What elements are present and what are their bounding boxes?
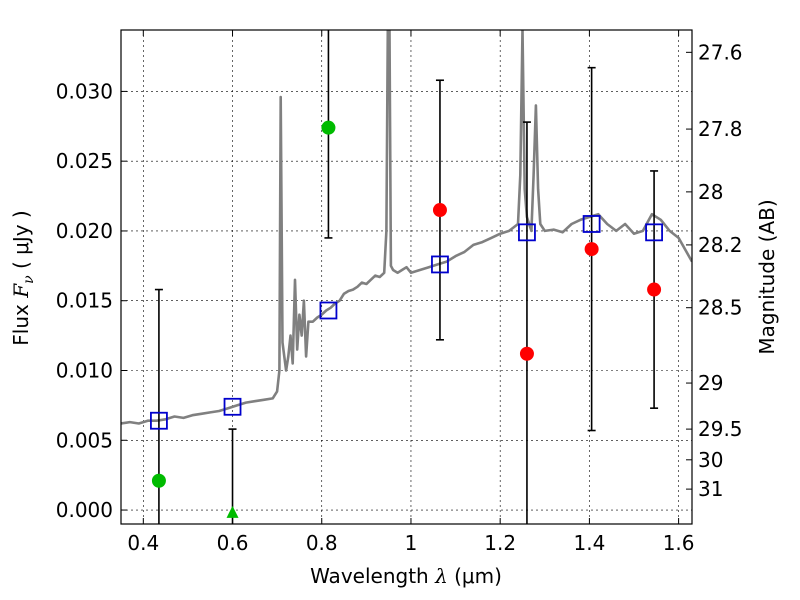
- limit-point: [321, 120, 336, 135]
- detection-point: [647, 282, 662, 297]
- y2-tick-label: 27.8: [698, 117, 743, 141]
- x-tick-label: 0.8: [306, 531, 338, 555]
- x-tick-label: 1.6: [663, 531, 695, 555]
- y2-tick-label: 29: [698, 371, 723, 395]
- y-tick-label: 0.005: [56, 428, 113, 452]
- y-tick-label: 0.010: [56, 358, 113, 382]
- y2-tick-label: 29.5: [698, 417, 743, 441]
- x-axis-label: Wavelength λ (μm): [310, 564, 502, 588]
- y2-tick-label: 28.5: [698, 296, 743, 320]
- model-photometry-point: [582, 215, 601, 233]
- y-tick-label: 0.025: [56, 149, 113, 173]
- x-tick-label: 0.6: [217, 531, 249, 555]
- y-tick-label: 0.020: [56, 219, 113, 243]
- model-photometry-point: [223, 397, 242, 416]
- y-axis-label: Flux Fν ( μJy ): [9, 210, 37, 345]
- y-axis-subscript: ν: [21, 275, 37, 284]
- y2-tick-label: 31: [698, 477, 723, 501]
- x-axis-symbol: λ: [434, 564, 448, 588]
- spectrum-series: [121, 30, 692, 425]
- model-photometry-point: [150, 411, 168, 430]
- detection-point: [584, 242, 599, 257]
- x-tick-label: 1: [405, 531, 418, 555]
- y2-tick-label: 28: [698, 180, 723, 204]
- photometry-markers: [150, 120, 663, 518]
- y-tick-label: 0.000: [56, 498, 113, 522]
- model-photometry-point: [431, 255, 449, 274]
- errorbar-series: [154, 30, 659, 524]
- y2-tick-label: 28.2: [698, 233, 743, 257]
- upper-limit-triangle: [226, 505, 239, 518]
- detection-point: [519, 346, 534, 361]
- y-axis-symbol: F: [9, 283, 33, 299]
- y2-tick-label: 30: [698, 448, 723, 472]
- y2-tick-labels: 27.6 27.8 28 28.2 28.5 29 29.5 30 31: [698, 40, 743, 501]
- spectrum-line: [121, 30, 692, 425]
- x-tick-label: 1.2: [484, 531, 516, 555]
- x-tick-label: 1.4: [573, 531, 605, 555]
- grid-lines: [121, 30, 692, 524]
- model-photometry-point: [645, 223, 663, 242]
- detection-point: [432, 203, 447, 218]
- y-tick-label: 0.015: [56, 289, 113, 313]
- limit-point: [151, 473, 166, 488]
- y-tick-labels: 0.000 0.005 0.010 0.015 0.020 0.025 0.030: [56, 79, 113, 522]
- y2-tick-label: 27.6: [698, 40, 743, 64]
- y-tick-label: 0.030: [56, 79, 113, 103]
- x-tick-label: 0.4: [127, 531, 159, 555]
- x-tick-labels: 0.4 0.6 0.8 1 1.2 1.4 1.6: [127, 531, 694, 555]
- model-photometry-point: [319, 301, 338, 320]
- y2-axis-label: Magnitude (AB): [755, 199, 779, 354]
- axis-ticks: [121, 30, 692, 524]
- model-photometry-point: [518, 223, 536, 242]
- plot-frame: [120, 29, 693, 525]
